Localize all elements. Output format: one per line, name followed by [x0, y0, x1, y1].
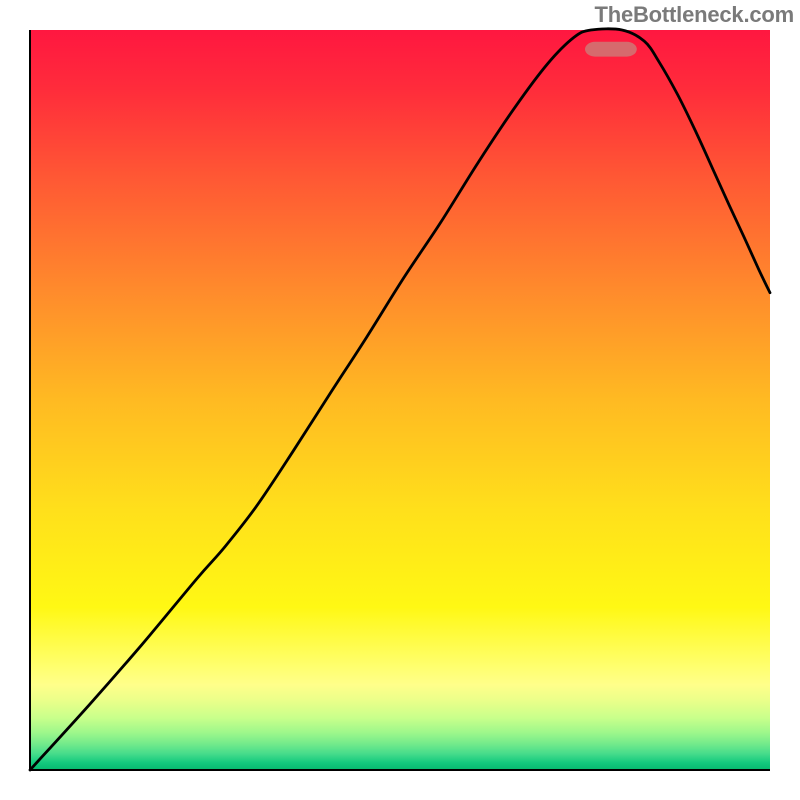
plot-background: [30, 30, 770, 770]
chart-svg: [0, 0, 800, 800]
chart-container: TheBottleneck.com: [0, 0, 800, 800]
optimum-marker: [585, 42, 637, 57]
